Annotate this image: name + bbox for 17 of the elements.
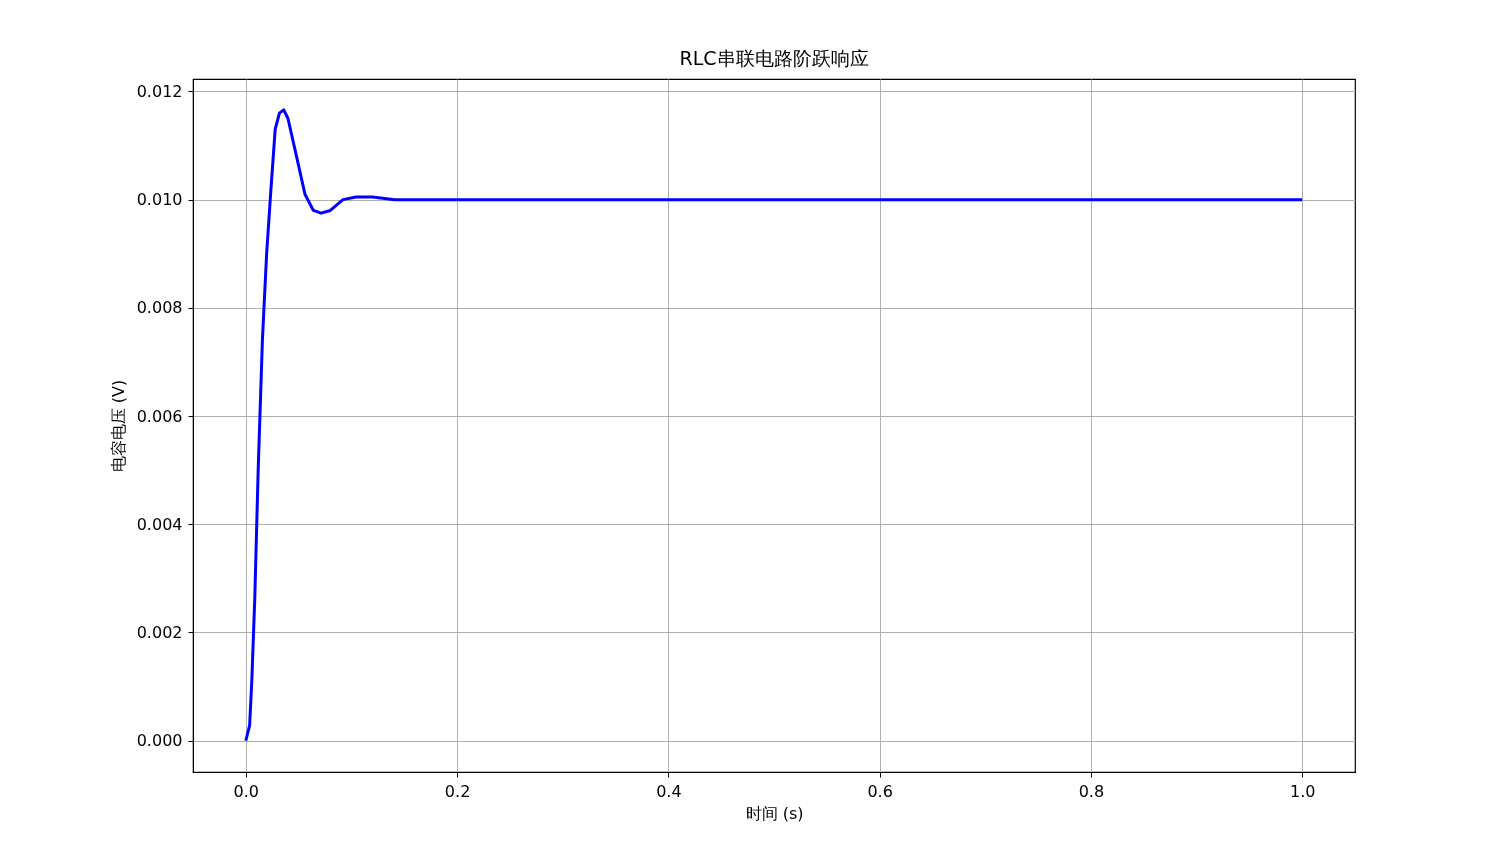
y-tick-label: 0.000 (136, 731, 183, 751)
y-axis-title: 电容电压 (V) (108, 379, 128, 473)
y-tick-label: 0.008 (136, 298, 183, 318)
x-tick-label: 0.0 (233, 781, 260, 801)
y-tick-label: 0.002 (136, 622, 183, 642)
x-tick-label: 0.4 (656, 781, 682, 801)
y-tick-label: 0.012 (136, 81, 183, 101)
x-tick-label: 1.0 (1289, 781, 1316, 801)
y-tick-label: 0.010 (136, 190, 183, 210)
y-tick-label: 0.006 (136, 406, 183, 426)
x-tick-label: 0.8 (1078, 781, 1105, 801)
chart-title: RLC串联电路阶跃响应 (679, 47, 869, 69)
y-tick-label: 0.004 (136, 514, 183, 534)
x-tick-label: 0.6 (867, 781, 893, 801)
line-series (244, 108, 1304, 743)
x-tick-label: 0.2 (444, 781, 471, 801)
x-axis-title: 时间 (s) (745, 803, 804, 823)
